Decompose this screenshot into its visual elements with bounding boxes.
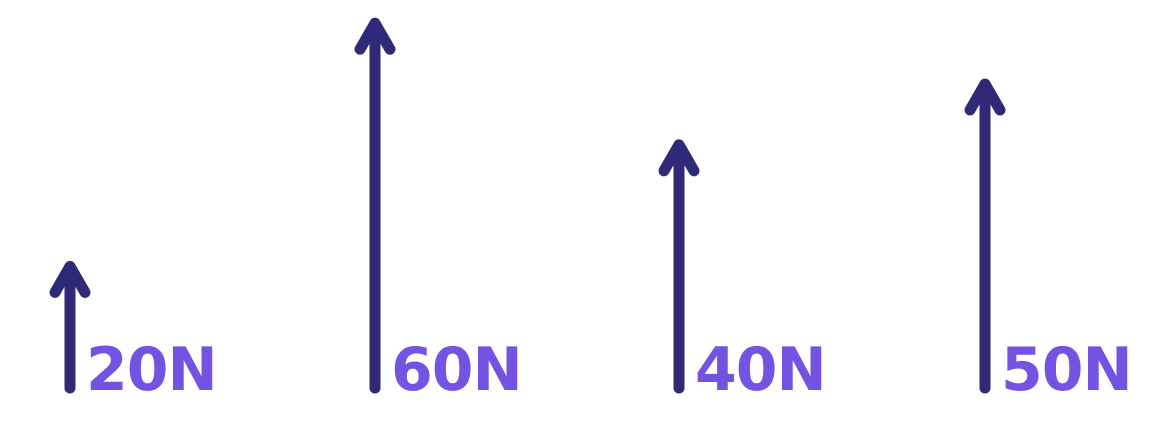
force-4-label: 50N xyxy=(1001,335,1132,405)
force-3-arrow xyxy=(658,139,700,394)
force-1: 20N xyxy=(49,260,218,405)
arrow-head xyxy=(658,139,700,177)
force-4-arrow xyxy=(964,78,1006,394)
arrow-head xyxy=(964,78,1006,116)
force-2-label: 60N xyxy=(391,335,522,405)
force-4: 50N xyxy=(964,78,1133,405)
force-3-label: 40N xyxy=(695,335,826,405)
force-2-arrow xyxy=(354,17,396,394)
force-1-label: 20N xyxy=(86,335,217,405)
force-1-arrow xyxy=(49,260,91,394)
arrow-head xyxy=(354,17,396,55)
force-2: 60N xyxy=(354,17,523,405)
force-3: 40N xyxy=(658,139,827,405)
arrow-head xyxy=(49,260,91,298)
